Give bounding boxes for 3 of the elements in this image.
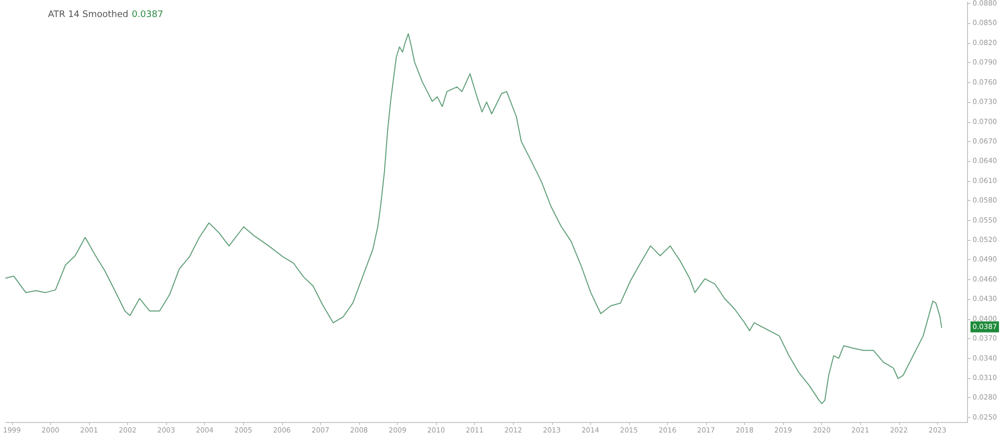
annotation: 0.0387 [132,10,164,20]
text: ATR 14 Smoothed [48,10,128,20]
line-series [5,33,942,404]
